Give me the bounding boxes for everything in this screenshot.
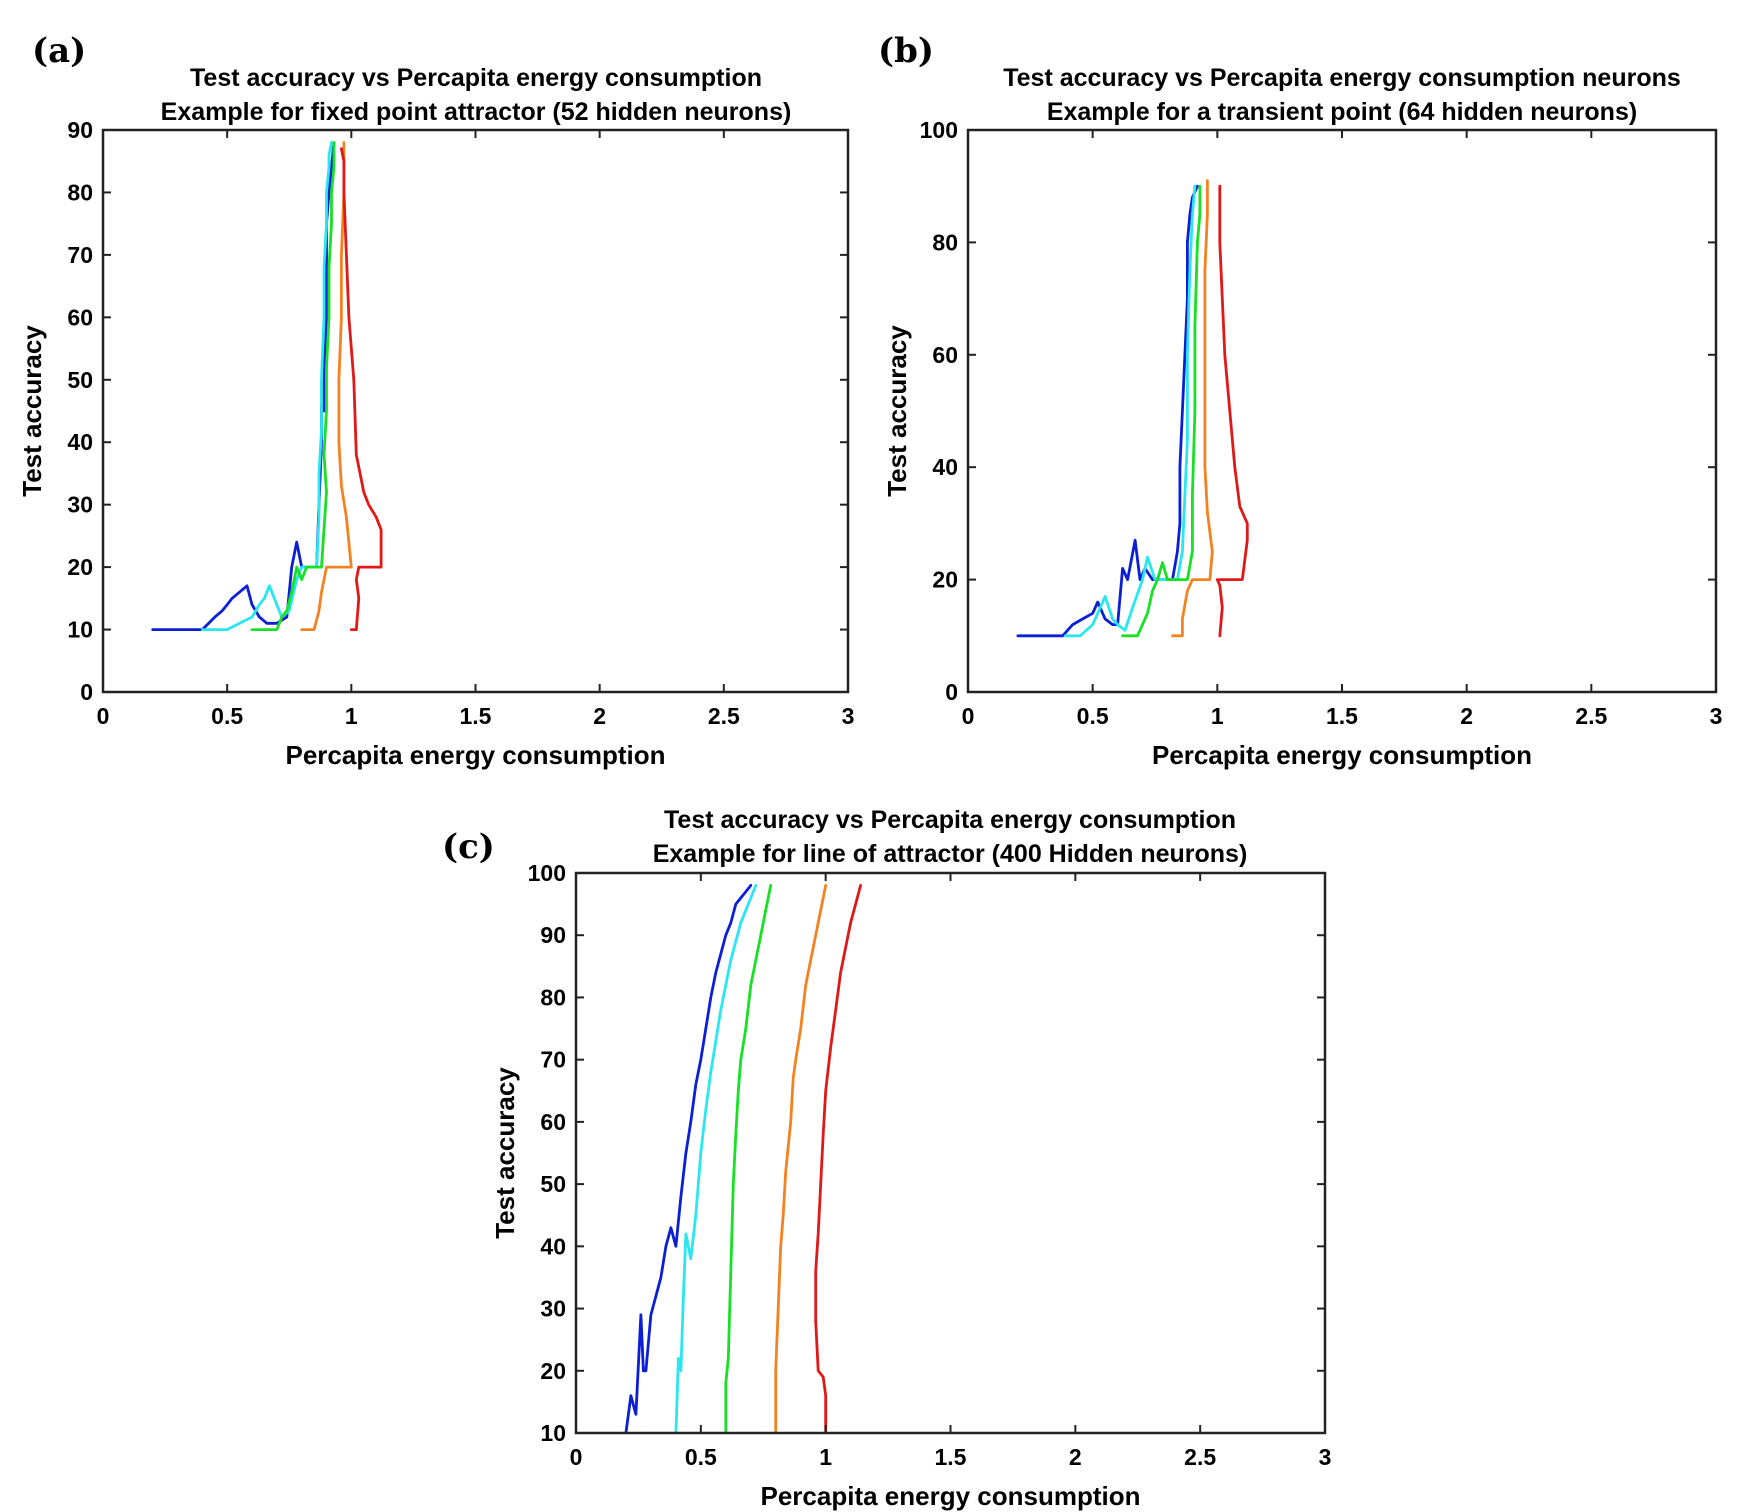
x-tick-label: 3 — [1710, 703, 1723, 729]
y-tick-label: 100 — [920, 117, 958, 143]
series-group — [624, 884, 862, 1433]
y-tick-label: 40 — [67, 429, 93, 455]
series-line-5 — [814, 884, 862, 1433]
y-tick-label: 90 — [67, 117, 93, 143]
y-tick-label: 80 — [540, 984, 566, 1010]
y-tick-label: 10 — [67, 617, 93, 643]
series-line-3 — [724, 884, 773, 1433]
plot-frame — [966, 128, 1718, 694]
plot-frame — [101, 128, 850, 694]
x-axis-label: Percapita energy consumption — [1152, 740, 1532, 770]
chart-title: Test accuracy vs Percapita energy consum… — [664, 806, 1236, 834]
series-line-5 — [340, 147, 383, 631]
chart-panel-1: (a) Test accuracy vs Percapita energy con… — [17, 31, 854, 770]
chart-subtitle: Example for line of attractor (400 Hidde… — [653, 840, 1248, 868]
y-tick-label: 20 — [540, 1358, 566, 1384]
series-group — [151, 141, 383, 631]
y-tick-label: 80 — [67, 179, 93, 205]
series-line-1 — [151, 141, 336, 631]
chart-subtitle: Example for fixed point attractor (52 hi… — [161, 98, 792, 126]
panel-label: (b) — [878, 31, 934, 71]
x-tick-label: 1 — [1211, 703, 1224, 729]
series-line-4 — [1171, 179, 1214, 638]
y-axis-label: Test accuracy — [17, 325, 47, 497]
x-tick-label: 1.5 — [460, 703, 492, 729]
x-tick-label: 0.5 — [211, 703, 243, 729]
y-tick-label: 60 — [67, 304, 93, 330]
x-tick-label: 2.5 — [708, 703, 740, 729]
x-tick-label: 3 — [1319, 1444, 1332, 1470]
y-tick-label: 20 — [67, 554, 93, 580]
x-tick-label: 1 — [819, 1444, 832, 1470]
chart-panel-2: (b) Test accuracy vs Percapita energy con… — [878, 31, 1722, 770]
x-tick-label: 2 — [1460, 703, 1473, 729]
series-line-4 — [300, 141, 353, 631]
panel-label: (a) — [32, 31, 86, 71]
x-tick-label: 2 — [1069, 1444, 1082, 1470]
y-tick-label: 70 — [540, 1047, 566, 1073]
x-tick-label: 1.5 — [935, 1444, 967, 1470]
series-line-2 — [674, 884, 758, 1433]
y-axis-label: Test accuracy — [882, 325, 912, 497]
y-tick-label: 60 — [540, 1109, 566, 1135]
y-tick-label: 70 — [67, 242, 93, 268]
series-line-2 — [200, 141, 333, 631]
series-group — [1016, 179, 1249, 638]
x-tick-label: 0.5 — [1077, 703, 1109, 729]
y-tick-label: 0 — [945, 679, 958, 705]
x-tick-label: 1.5 — [1326, 703, 1358, 729]
x-tick-label: 1 — [345, 703, 358, 729]
y-tick-label: 90 — [540, 922, 566, 948]
x-tick-label: 0 — [97, 703, 110, 729]
series-line-5 — [1215, 184, 1249, 638]
chart-title: Test accuracy vs Percapita energy consum… — [190, 64, 762, 92]
y-tick-label: 30 — [540, 1296, 566, 1322]
x-tick-label: 0 — [962, 703, 975, 729]
plot-frame — [574, 871, 1327, 1435]
chart-subtitle: Example for a transient point (64 hidden… — [1047, 98, 1637, 126]
y-tick-label: 50 — [67, 367, 93, 393]
series-line-1 — [1016, 184, 1199, 638]
panel-label: (c) — [442, 827, 495, 867]
x-tick-label: 2.5 — [1575, 703, 1607, 729]
x-tick-label: 2.5 — [1184, 1444, 1216, 1470]
y-tick-label: 30 — [67, 492, 93, 518]
series-line-2 — [1063, 184, 1197, 638]
y-tick-label: 10 — [540, 1420, 566, 1446]
series-line-1 — [624, 884, 753, 1433]
x-axis-label: Percapita energy consumption — [286, 740, 666, 770]
y-tick-label: 100 — [528, 860, 566, 886]
x-tick-label: 2 — [593, 703, 606, 729]
x-tick-label: 0 — [570, 1444, 583, 1470]
x-axis-label: Percapita energy consumption — [761, 1481, 1141, 1511]
chart-panel-3: (c) Test accuracy vs Percapita energy con… — [442, 806, 1331, 1511]
series-line-4 — [774, 884, 828, 1433]
y-tick-label: 40 — [540, 1233, 566, 1259]
x-tick-label: 0.5 — [685, 1444, 717, 1470]
y-axis-label: Test accuracy — [490, 1067, 520, 1239]
chart-title: Test accuracy vs Percapita energy consum… — [1003, 64, 1681, 92]
y-tick-label: 60 — [932, 342, 958, 368]
series-line-3 — [250, 141, 336, 631]
y-tick-label: 20 — [932, 567, 958, 593]
series-line-3 — [1121, 184, 1202, 638]
y-tick-label: 40 — [932, 454, 958, 480]
x-tick-label: 3 — [842, 703, 855, 729]
y-tick-label: 0 — [80, 679, 93, 705]
y-tick-label: 50 — [540, 1171, 566, 1197]
y-tick-label: 80 — [932, 229, 958, 255]
